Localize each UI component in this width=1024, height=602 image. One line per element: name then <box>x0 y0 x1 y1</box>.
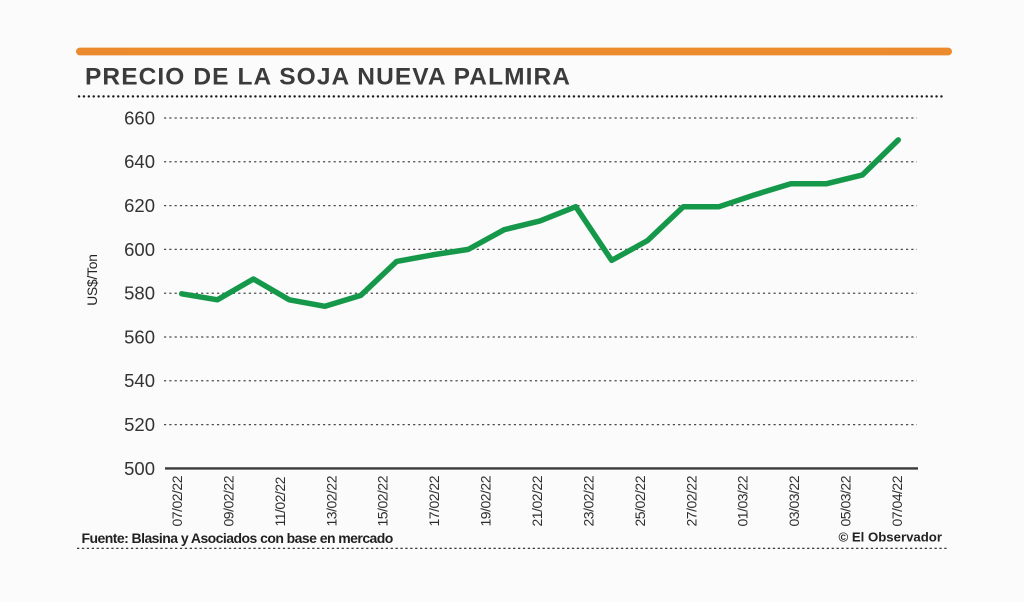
svg-text:620: 620 <box>124 195 155 216</box>
svg-text:17/02/22: 17/02/22 <box>426 475 442 526</box>
svg-text:500: 500 <box>124 458 155 479</box>
svg-text:15/02/22: 15/02/22 <box>375 475 391 526</box>
svg-text:PRECIO DE LA SOJA NUEVA PALMIR: PRECIO DE LA SOJA NUEVA PALMIRA <box>85 64 570 91</box>
svg-text:520: 520 <box>124 414 155 435</box>
svg-text:© El Observador: © El Observador <box>838 530 942 545</box>
svg-text:580: 580 <box>124 283 155 304</box>
svg-text:03/03/22: 03/03/22 <box>786 475 802 526</box>
svg-text:05/03/22: 05/03/22 <box>838 475 854 526</box>
svg-text:11/02/22: 11/02/22 <box>272 476 288 526</box>
svg-text:07/04/22: 07/04/22 <box>889 475 905 526</box>
svg-text:Fuente: Blasina y Asociados co: Fuente: Blasina y Asociados con base en … <box>82 530 393 546</box>
svg-text:13/02/22: 13/02/22 <box>323 475 339 526</box>
svg-text:09/02/22: 09/02/22 <box>220 475 236 526</box>
svg-text:660: 660 <box>124 107 155 128</box>
svg-text:07/02/22: 07/02/22 <box>169 475 185 526</box>
svg-text:27/02/22: 27/02/22 <box>683 475 699 526</box>
svg-text:25/02/22: 25/02/22 <box>632 475 648 526</box>
svg-text:US$/Ton: US$/Ton <box>85 254 100 306</box>
svg-text:21/02/22: 21/02/22 <box>529 475 545 526</box>
svg-text:19/02/22: 19/02/22 <box>478 475 494 526</box>
svg-text:560: 560 <box>124 326 155 347</box>
svg-text:540: 540 <box>124 370 155 391</box>
svg-text:23/02/22: 23/02/22 <box>580 475 596 526</box>
svg-text:01/03/22: 01/03/22 <box>735 475 751 526</box>
svg-text:640: 640 <box>124 151 155 172</box>
svg-text:600: 600 <box>124 239 155 260</box>
